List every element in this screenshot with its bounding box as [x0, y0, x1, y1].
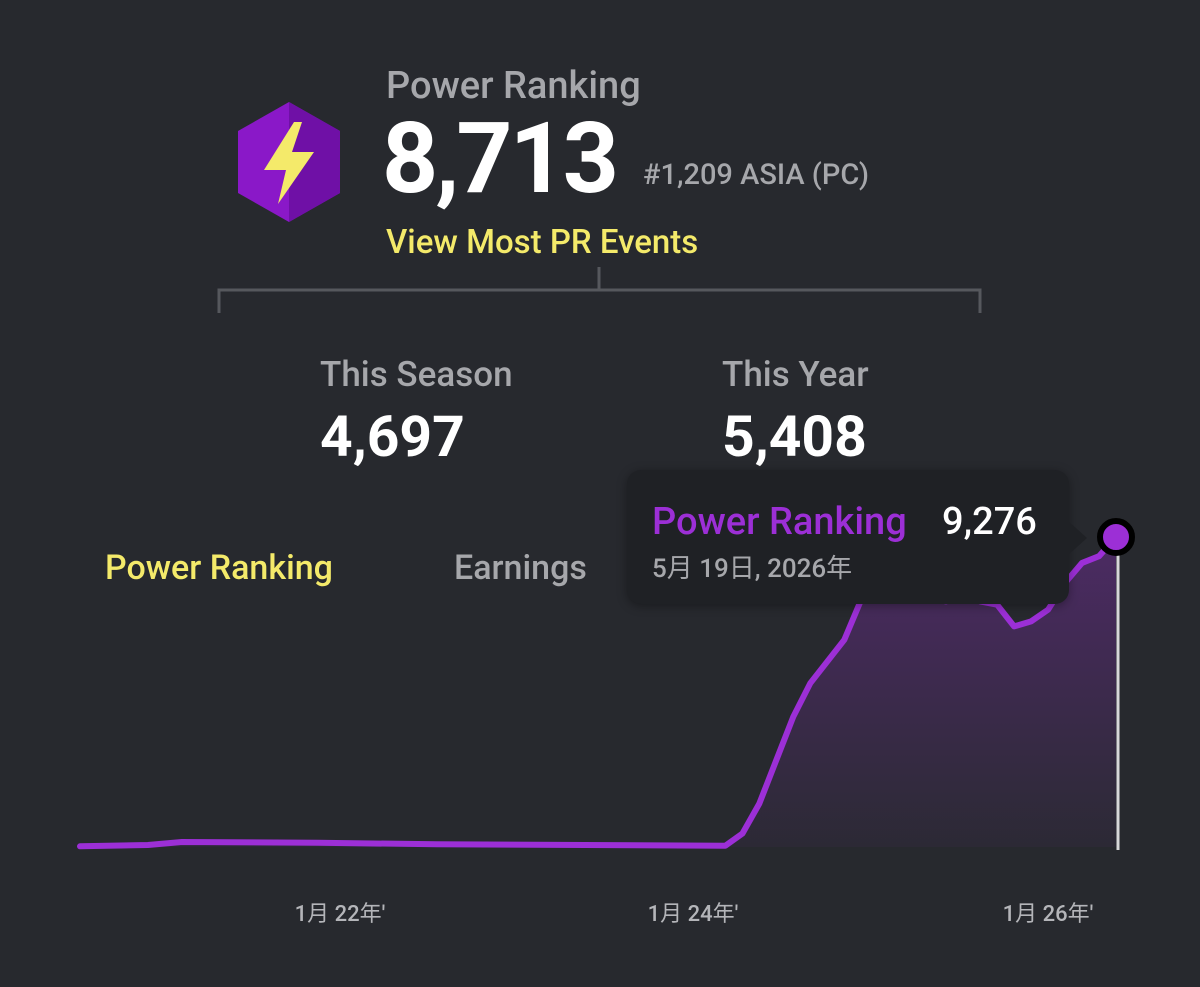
power-ranking-value: 8,713 — [382, 101, 619, 216]
lightning-bolt-hexagon-icon — [238, 102, 340, 222]
tooltip-date: 5月 19日, 2026年 — [652, 554, 853, 584]
view-most-pr-events-link[interactable]: View Most PR Events — [386, 223, 699, 262]
regional-rank: #1,209 ASIA (PC) — [643, 158, 870, 192]
tooltip-pointer — [1067, 520, 1087, 556]
x-tick-label: 1月 24年' — [648, 902, 739, 927]
tab-power-ranking[interactable]: Power Ranking — [105, 548, 333, 588]
tab-earnings[interactable]: Earnings — [454, 548, 587, 588]
hover-point[interactable] — [1097, 518, 1135, 556]
chart-tooltip — [627, 470, 1069, 604]
x-tick-label: 1月 26年' — [1003, 902, 1094, 927]
this-year-value: 5,408 — [722, 403, 867, 470]
page-title: Power Ranking — [386, 64, 641, 108]
tooltip-value: 9,276 — [942, 500, 1037, 544]
bracket-divider — [217, 267, 982, 313]
this-year-label: This Year — [722, 354, 869, 395]
x-tick-label: 1月 22年' — [295, 902, 386, 927]
tooltip-series-name: Power Ranking — [652, 500, 907, 544]
this-season-label: This Season — [320, 354, 513, 395]
this-season-value: 4,697 — [320, 403, 465, 470]
